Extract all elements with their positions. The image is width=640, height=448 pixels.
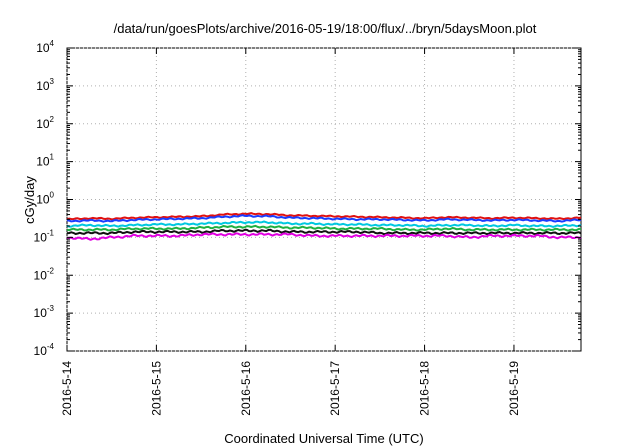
y-tick-exponent: -1 xyxy=(47,228,55,237)
y-tick-base: 10 xyxy=(34,344,48,358)
series-line xyxy=(66,212,582,221)
y-tick-exponent: -2 xyxy=(47,266,55,275)
y-tick-exponent: 0 xyxy=(50,191,55,200)
series-line xyxy=(67,228,582,236)
y-tick-exponent: -3 xyxy=(47,304,55,313)
x-tick-label: 2016-5-17 xyxy=(328,361,342,416)
y-tick-label: 10-3 xyxy=(34,304,55,320)
x-tick-label: 2016-5-14 xyxy=(60,361,74,416)
x-axis-ticks: 2016-5-14 2016-5-15 2016-5-16 2016-5-17 2016… xyxy=(60,48,521,416)
series-layer xyxy=(66,212,582,241)
series-line xyxy=(66,220,582,228)
x-tick-label: 2016-5-19 xyxy=(507,361,521,416)
chart-title: /data/run/goesPlots/archive/2016-05-19/1… xyxy=(114,21,537,36)
y-tick-base: 10 xyxy=(36,117,50,131)
x-tick-label: 2016-5-16 xyxy=(239,361,253,416)
y-tick-base: 10 xyxy=(34,268,48,282)
series-line xyxy=(66,214,582,223)
y-tick-label: 10-1 xyxy=(34,228,55,244)
y-tick-base: 10 xyxy=(36,79,50,93)
y-tick-label: 100 xyxy=(36,191,54,207)
y-tick-label: 103 xyxy=(36,77,54,93)
y-tick-exponent: -4 xyxy=(47,342,55,351)
grid xyxy=(66,47,581,352)
y-tick-exponent: 1 xyxy=(50,153,55,162)
y-tick-exponent: 2 xyxy=(50,115,55,124)
y-tick-base: 10 xyxy=(34,306,48,320)
series-line xyxy=(66,232,582,241)
y-tick-base: 10 xyxy=(34,230,48,244)
y-tick-label: 10-4 xyxy=(34,342,55,358)
y-tick-exponent: 4 xyxy=(50,39,55,48)
y-tick-label: 102 xyxy=(36,115,54,131)
y-tick-label: 10-2 xyxy=(34,266,55,282)
y-tick-label: 104 xyxy=(36,39,54,55)
y-axis-label: cGy/day xyxy=(22,176,37,224)
y-tick-exponent: 3 xyxy=(50,77,55,86)
y-tick-base: 10 xyxy=(36,155,50,169)
y-tick-label: 101 xyxy=(36,153,54,169)
x-axis-label: Coordinated Universal Time (UTC) xyxy=(224,431,423,446)
y-tick-base: 10 xyxy=(36,193,50,207)
x-tick-label: 2016-5-15 xyxy=(149,361,163,416)
series-line xyxy=(66,224,581,232)
y-tick-base: 10 xyxy=(36,41,50,55)
x-tick-label: 2016-5-18 xyxy=(418,361,432,416)
